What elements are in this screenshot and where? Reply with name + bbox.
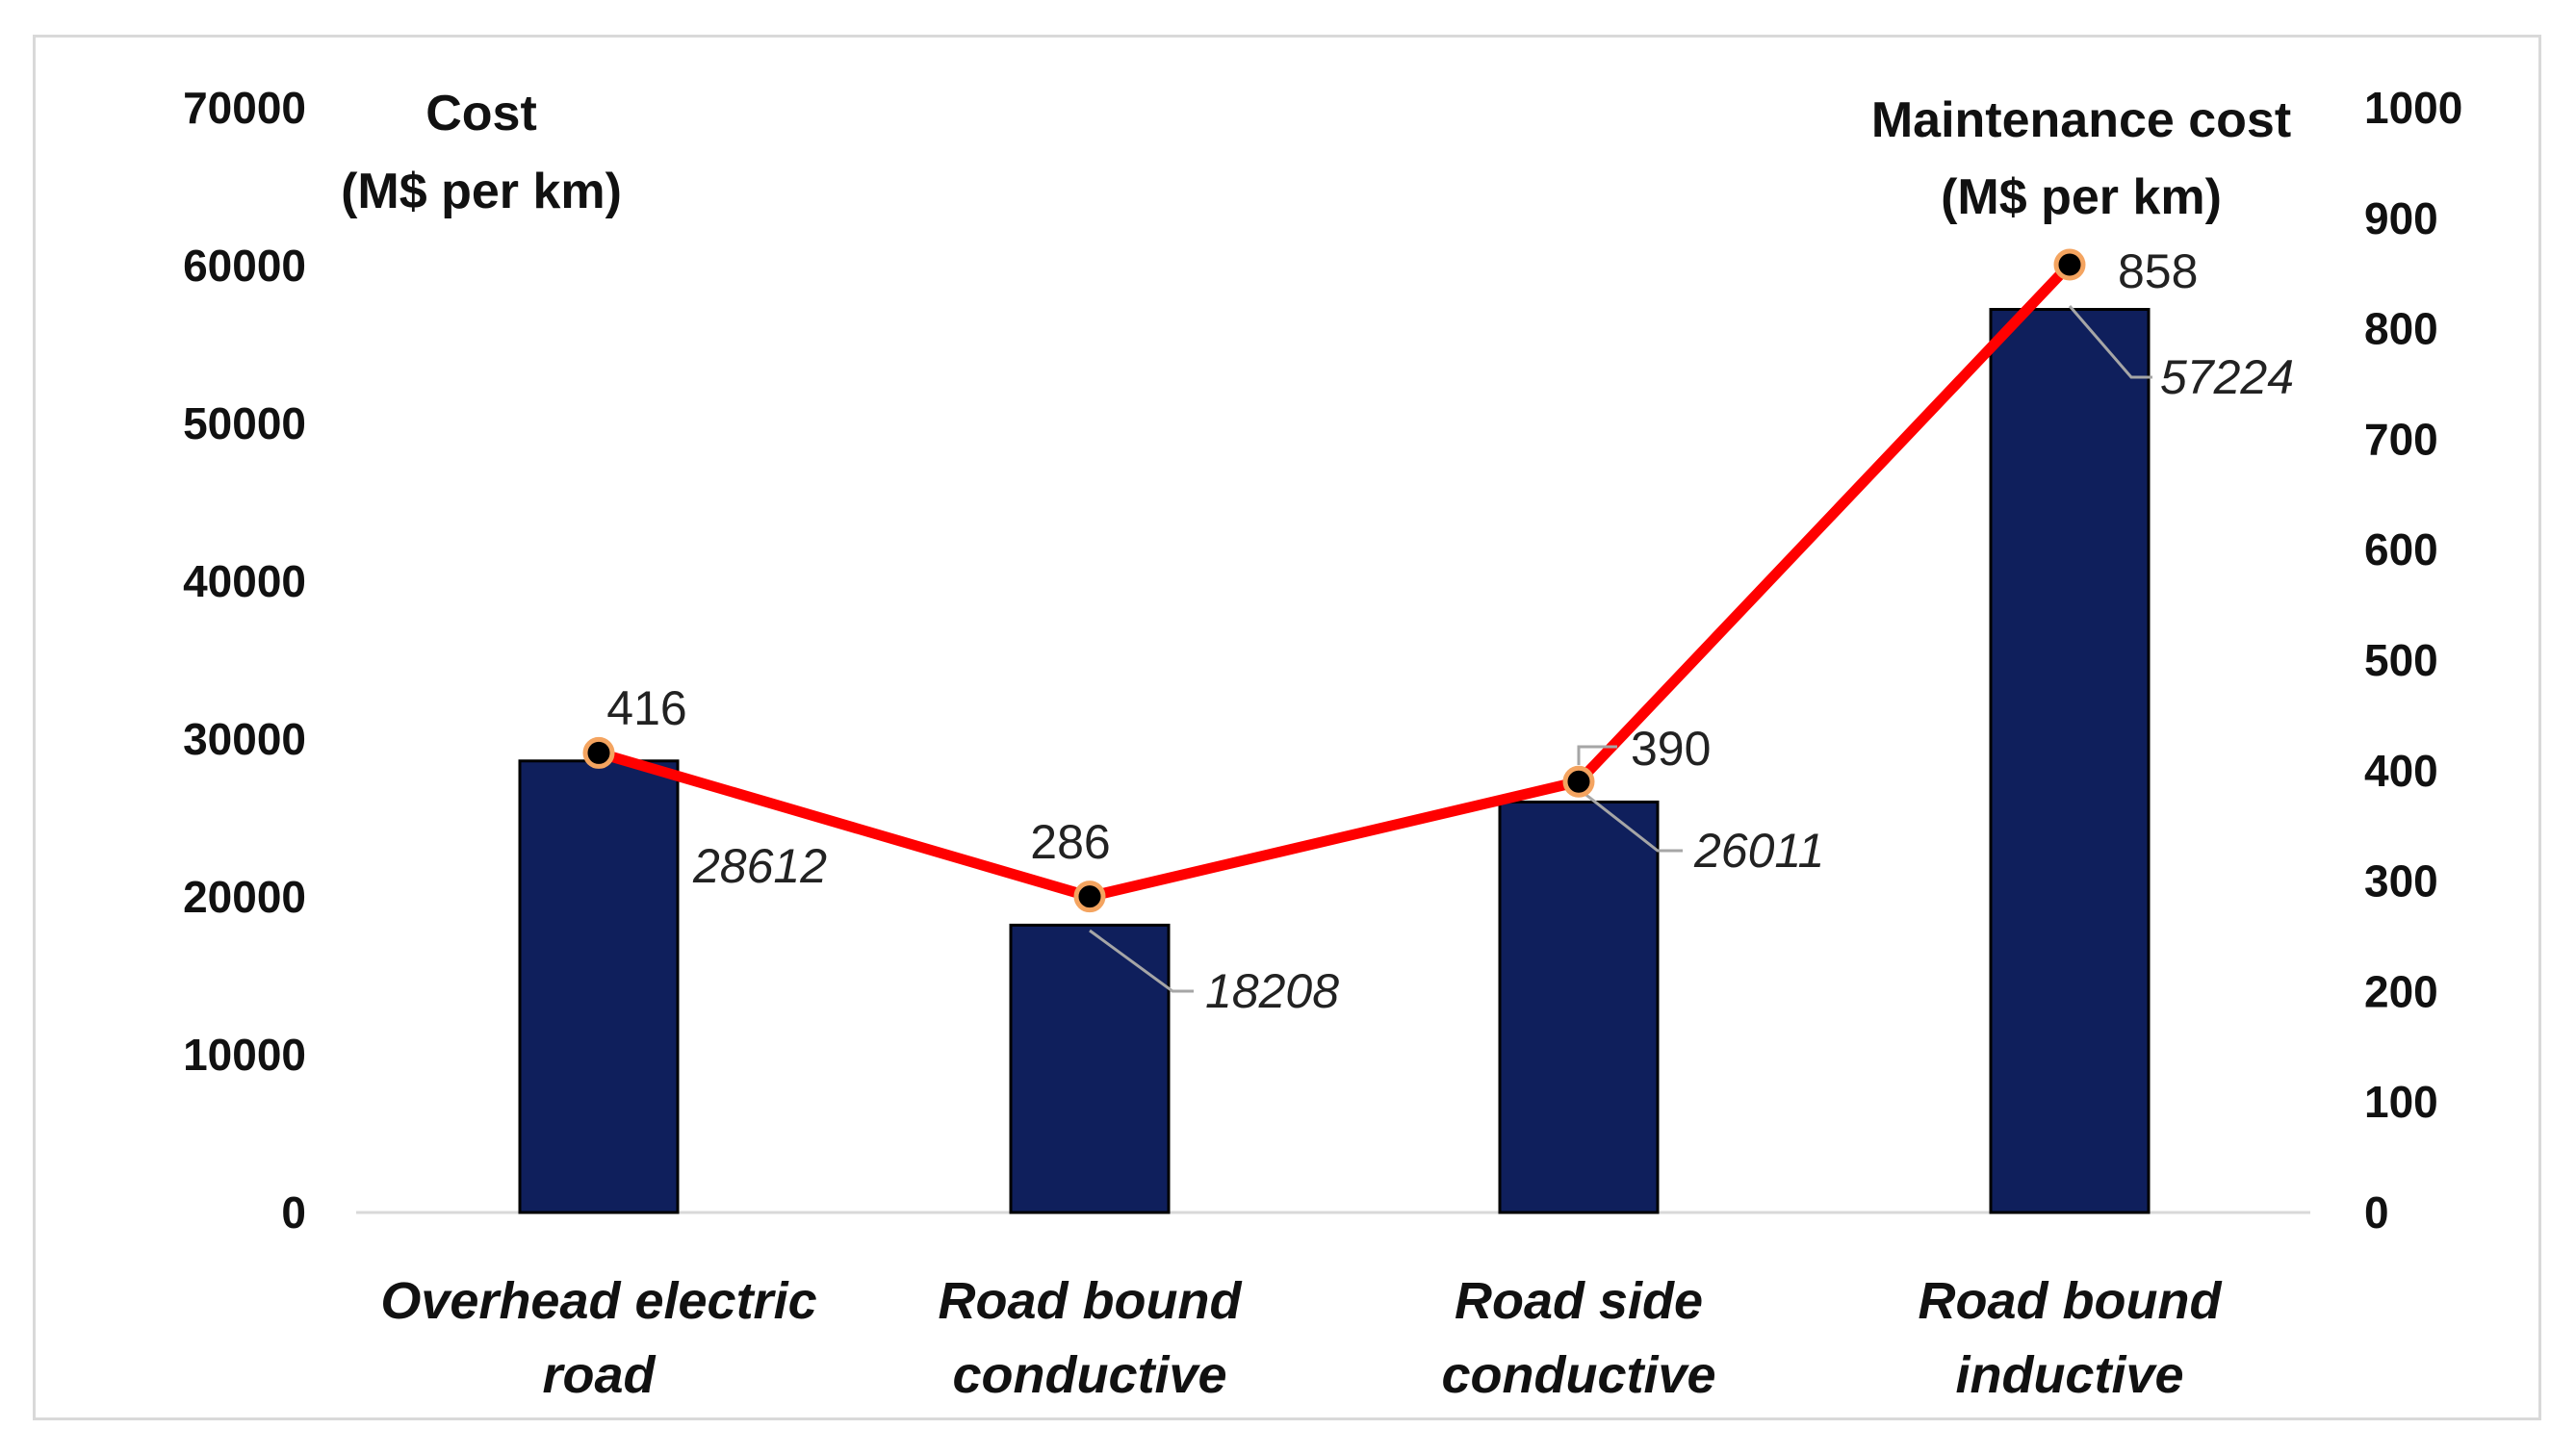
category-label: Overhead electric: [380, 1272, 816, 1330]
line-marker[interactable]: [1073, 881, 1106, 913]
category-label: inductive: [1955, 1346, 2183, 1404]
left-tick-label: 10000: [183, 1030, 306, 1080]
maintenance-cost-line: [597, 261, 2074, 903]
left-tick-label: 50000: [183, 398, 306, 448]
category-label: conductive: [1441, 1346, 1715, 1404]
line-label-leader-line: [1577, 745, 1617, 765]
line-marker[interactable]: [1562, 765, 1595, 798]
bar[interactable]: [518, 759, 680, 1214]
category-label: Road bound: [939, 1272, 1243, 1330]
line-marker[interactable]: [2053, 248, 2086, 281]
left-tick-label: 60000: [183, 241, 306, 291]
bar[interactable]: [1009, 923, 1171, 1214]
bar-label-leader-line: [1578, 787, 1683, 853]
left-tick-label: 70000: [183, 83, 306, 133]
left-tick-label: 0: [281, 1187, 306, 1238]
bar[interactable]: [1498, 800, 1660, 1214]
bar-value-label: 57224: [2160, 350, 2294, 404]
category-label: conductive: [952, 1346, 1226, 1404]
line-value-label: 858: [2118, 244, 2198, 298]
category-label: Road side: [1455, 1272, 1703, 1330]
right-tick-label: 500: [2364, 635, 2438, 685]
left-axis-title: Cost: [425, 86, 537, 141]
right-tick-label: 0: [2364, 1187, 2389, 1238]
category-label: road: [542, 1346, 656, 1404]
right-axis-title: (M$ per km): [1941, 169, 2222, 225]
left-tick-label: 30000: [183, 714, 306, 764]
right-tick-label: 600: [2364, 524, 2438, 574]
right-tick-label: 300: [2364, 856, 2438, 906]
right-tick-label: 200: [2364, 966, 2438, 1016]
right-tick-label: 1000: [2364, 83, 2462, 133]
bar[interactable]: [1989, 308, 2151, 1214]
right-axis-title: Maintenance cost: [1871, 92, 2291, 148]
left-tick-label: 40000: [183, 556, 306, 606]
line-marker[interactable]: [582, 736, 615, 769]
right-tick-label: 800: [2364, 304, 2438, 354]
line-value-label: 390: [1631, 722, 1711, 776]
line-value-label: 286: [1030, 815, 1110, 869]
bar-value-label: 26011: [1693, 824, 1824, 878]
left-axis-title: (M$ per km): [341, 164, 622, 219]
bar-label-leader-line: [2068, 305, 2152, 379]
right-tick-label: 900: [2364, 193, 2438, 243]
right-tick-label: 700: [2364, 414, 2438, 464]
right-tick-label: 100: [2364, 1077, 2438, 1127]
bar-label-leader-line: [1089, 929, 1194, 993]
right-tick-label: 400: [2364, 746, 2438, 796]
left-tick-label: 20000: [183, 872, 306, 922]
category-label: Road bound: [1919, 1272, 2223, 1330]
bar-value-label: 28612: [692, 839, 827, 893]
line-value-label: 416: [606, 681, 686, 735]
bar-value-label: 18208: [1205, 964, 1339, 1018]
